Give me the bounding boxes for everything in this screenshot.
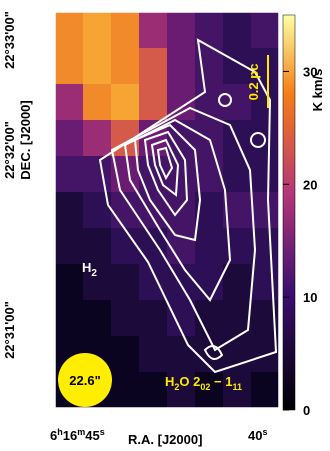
pixel	[83, 48, 111, 84]
x-tick-label: 6h16m45s	[50, 427, 105, 443]
pixel	[251, 192, 279, 228]
pixel	[251, 156, 279, 192]
pixel	[55, 84, 83, 120]
pixel	[111, 300, 139, 336]
pixel	[139, 48, 167, 84]
pixel	[111, 336, 139, 372]
pixel	[223, 120, 251, 156]
pixel	[83, 12, 111, 48]
y-tick-label: 22°32'00"	[2, 121, 17, 179]
pixel	[139, 156, 167, 192]
colorbar-tick-label: 30	[303, 64, 317, 79]
pixel	[83, 156, 111, 192]
x-tick-label: 40s	[248, 427, 267, 443]
pixel	[223, 336, 251, 372]
pixel	[55, 228, 83, 264]
colorbar	[283, 15, 295, 410]
pixel	[55, 264, 83, 300]
pixel	[111, 48, 139, 84]
pixel	[111, 12, 139, 48]
figure: K km/s 22°33'00" 22°32'00" 22°31'00" DEC…	[0, 0, 330, 451]
pixel	[55, 156, 83, 192]
pixel	[251, 372, 279, 408]
pixel	[111, 228, 139, 264]
pixel	[55, 12, 83, 48]
pixel	[167, 156, 195, 192]
pixel	[55, 120, 83, 156]
pixel	[195, 120, 223, 156]
scale-label: 0.2 pc	[246, 64, 261, 101]
pixel	[223, 264, 251, 300]
pixel	[167, 336, 195, 372]
pixel	[139, 300, 167, 336]
pixel	[139, 84, 167, 120]
pixel	[111, 264, 139, 300]
pixel	[167, 12, 195, 48]
pixel	[83, 120, 111, 156]
pixel	[167, 228, 195, 264]
pixel	[55, 48, 83, 84]
pixel	[139, 336, 167, 372]
pixel	[251, 12, 279, 48]
pixel	[55, 300, 83, 336]
pixel	[139, 372, 167, 408]
pixel	[111, 372, 139, 408]
pixel	[111, 84, 139, 120]
colorbar-tick-label: 10	[303, 290, 317, 305]
beam-label: 22.6"	[69, 373, 100, 388]
pixel	[223, 12, 251, 48]
pixel	[83, 228, 111, 264]
y-axis-label: DEC. [J2000]	[18, 100, 33, 179]
pixel	[83, 84, 111, 120]
colorbar-tick-label: 0	[303, 403, 310, 418]
colorbar-tick-label: 20	[303, 177, 317, 192]
y-tick-label: 22°31'00"	[2, 301, 17, 359]
pixel	[251, 264, 279, 300]
pixel	[167, 48, 195, 84]
pixel	[55, 192, 83, 228]
x-axis-label: R.A. [J2000]	[128, 432, 202, 447]
pixel	[195, 228, 223, 264]
y-tick-label: 22°33'00"	[2, 11, 17, 69]
pixel	[139, 12, 167, 48]
pixel	[83, 300, 111, 336]
